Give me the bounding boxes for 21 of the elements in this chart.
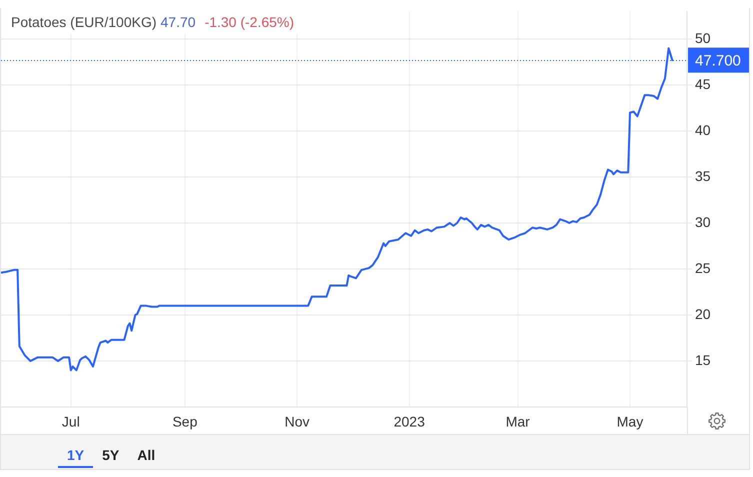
- text: 5Y: [101, 446, 120, 465]
- x-tick-label: 2023: [394, 413, 426, 430]
- chart-title: Potatoes (EUR/100KG): [11, 14, 157, 30]
- text: All: [136, 446, 156, 465]
- x-tick-label: May: [616, 413, 644, 430]
- y-tick-label: 30: [695, 214, 711, 230]
- ref-line-label: 47.700: [695, 52, 741, 70]
- y-tick-label: 15: [695, 352, 711, 368]
- y-tick-label: 45: [695, 76, 711, 92]
- x-tick-label: Jul: [62, 413, 80, 430]
- y-tick-label: 50: [695, 30, 711, 46]
- y-tick-label: 25: [695, 260, 711, 276]
- y-tick-label: 35: [695, 168, 711, 184]
- y-tick-label: 20: [695, 306, 711, 322]
- y-tick-label: 40: [695, 122, 711, 138]
- x-tick-label: Sep: [172, 413, 198, 430]
- x-tick-label: Mar: [506, 413, 530, 430]
- text: 1Y: [58, 435, 94, 468]
- x-tick-label: Nov: [284, 413, 310, 430]
- annotation: -1.30 (-2.65%): [204, 14, 294, 30]
- annotation: 47.70: [160, 14, 196, 30]
